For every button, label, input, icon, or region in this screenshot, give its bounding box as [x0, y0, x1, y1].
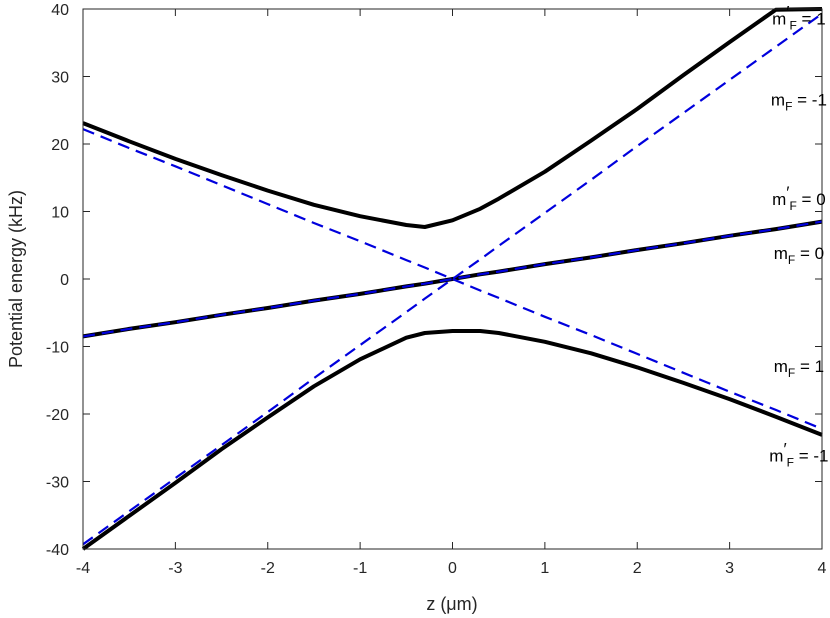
- x-tick-label: 2: [633, 560, 642, 577]
- state-label-1: m′F = 1: [772, 3, 826, 33]
- y-tick-label: -20: [46, 407, 69, 424]
- y-tick-label: 30: [51, 70, 69, 87]
- x-tick-label: 3: [725, 560, 734, 577]
- series-line-1: [82, 7, 823, 229]
- x-tick-label: -2: [261, 560, 275, 577]
- y-tick-label: -30: [46, 475, 69, 492]
- y-axis-label: Potential energy (kHz): [6, 190, 26, 368]
- x-tick-label: 1: [540, 560, 549, 577]
- state-label-6: m′F = -1: [769, 439, 828, 469]
- y-tick-label: 10: [51, 205, 69, 222]
- state-label-2: mF = -1: [771, 91, 827, 114]
- y-tick-label: 20: [51, 137, 69, 154]
- x-axis-label: z (μm): [426, 594, 477, 614]
- y-tick-label: 40: [51, 2, 69, 19]
- series-line-3: [81, 329, 823, 551]
- x-tick-label: 4: [818, 560, 827, 577]
- x-tick-label: 0: [448, 560, 457, 577]
- state-label-4: mF = 0: [774, 244, 824, 267]
- x-tick-label: -4: [76, 560, 90, 577]
- series-line-6: [82, 220, 823, 338]
- x-tick-label: -1: [353, 560, 367, 577]
- state-label-3: m′F = 0: [772, 183, 826, 213]
- annotations: m′F = 1 mF = -1 m′F = 0 mF = 0 mF = 1 m′F = -…: [769, 3, 828, 470]
- plot-lines: [81, 7, 823, 551]
- y-tick-label: -40: [46, 542, 69, 559]
- x-tick-label: -3: [168, 560, 182, 577]
- series-line-5: [82, 128, 823, 430]
- y-tick-label: 0: [60, 272, 69, 289]
- y-tick-label: -10: [46, 340, 69, 357]
- state-label-5: mF = 1: [774, 357, 824, 380]
